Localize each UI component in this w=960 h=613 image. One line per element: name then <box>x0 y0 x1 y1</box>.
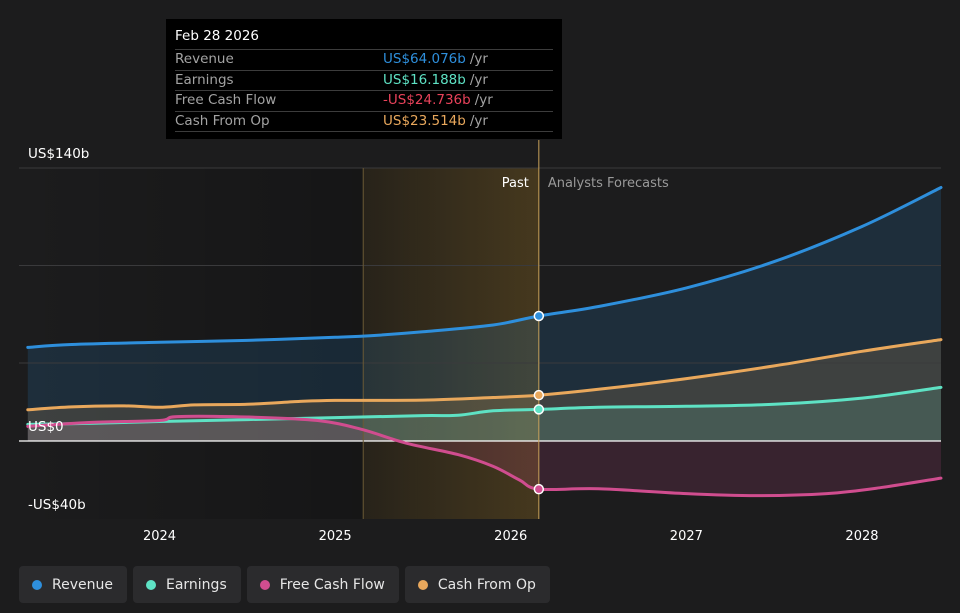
series-area-free-cash-flow <box>27 416 942 496</box>
tooltip-row-cash-from-op: Cash From Op US$23.514b /yr <box>175 110 553 132</box>
x-tick-label: 2028 <box>845 529 878 544</box>
series-marker-cash-from-op <box>533 389 545 401</box>
legend: Revenue Earnings Free Cash Flow Cash Fro… <box>19 566 550 603</box>
legend-label: Earnings <box>165 576 227 593</box>
x-tick-label: 2026 <box>494 529 527 544</box>
series-line-revenue <box>26 186 943 349</box>
x-tick-label: 2024 <box>143 529 176 544</box>
tooltip-label: Earnings <box>175 71 234 88</box>
tooltip-label: Cash From Op <box>175 112 270 129</box>
tooltip-label: Revenue <box>175 51 234 67</box>
legend-item-earnings[interactable]: Earnings <box>132 566 241 603</box>
series-area-earnings <box>27 387 942 441</box>
forecast-label: Analysts Forecasts <box>548 176 669 191</box>
tooltip-unit: /yr <box>469 71 488 88</box>
series-line-earnings <box>26 385 943 426</box>
tooltip-row-earnings: Earnings US$16.188b /yr <box>175 69 553 91</box>
legend-label: Free Cash Flow <box>279 576 385 593</box>
series-marker-free-cash-flow <box>533 483 545 495</box>
tooltip-row-free-cash-flow: Free Cash Flow -US$24.736b /yr <box>175 90 553 111</box>
legend-dot-icon <box>417 579 428 590</box>
tooltip-unit: /yr <box>469 51 488 67</box>
highlight-band <box>363 168 539 519</box>
legend-dot-icon <box>145 579 156 590</box>
tooltip-value: -US$24.736b <box>383 92 471 108</box>
x-tick-label: 2027 <box>670 529 703 544</box>
legend-item-revenue[interactable]: Revenue <box>19 566 127 603</box>
tooltip-date: Feb 28 2026 <box>175 28 260 44</box>
series-area-revenue <box>27 187 942 441</box>
series-marker-earnings <box>533 404 545 415</box>
tooltip-value: US$16.188b <box>383 71 466 88</box>
y-label-top: US$140b <box>28 146 90 162</box>
tooltip-label: Free Cash Flow <box>175 92 277 108</box>
y-label-bottom: -US$40b <box>28 497 86 513</box>
tooltip-unit: /yr <box>474 92 493 108</box>
tooltip-value: US$64.076b <box>383 51 466 67</box>
y-label-zero: US$0 <box>28 419 64 435</box>
legend-label: Cash From Op <box>437 576 536 593</box>
series-area-cash-from-op <box>27 339 942 441</box>
legend-item-cash-from-op[interactable]: Cash From Op <box>404 566 550 603</box>
legend-item-free-cash-flow[interactable]: Free Cash Flow <box>246 566 399 603</box>
tooltip-row-revenue: Revenue US$64.076b /yr <box>175 49 553 70</box>
series-line-cash-from-op <box>26 338 943 412</box>
series-line-free-cash-flow <box>26 414 943 498</box>
tooltip-unit: /yr <box>469 112 488 129</box>
past-label: Past <box>502 176 529 191</box>
legend-dot-icon <box>32 579 42 590</box>
tooltip: Feb 28 2026 Revenue US$64.076b /yr Earni… <box>166 19 562 139</box>
legend-dot-icon <box>259 579 270 590</box>
legend-label: Revenue <box>52 576 113 593</box>
series-marker-revenue <box>533 310 545 322</box>
x-tick-label: 2025 <box>319 529 352 544</box>
tooltip-value: US$23.514b <box>383 112 466 129</box>
